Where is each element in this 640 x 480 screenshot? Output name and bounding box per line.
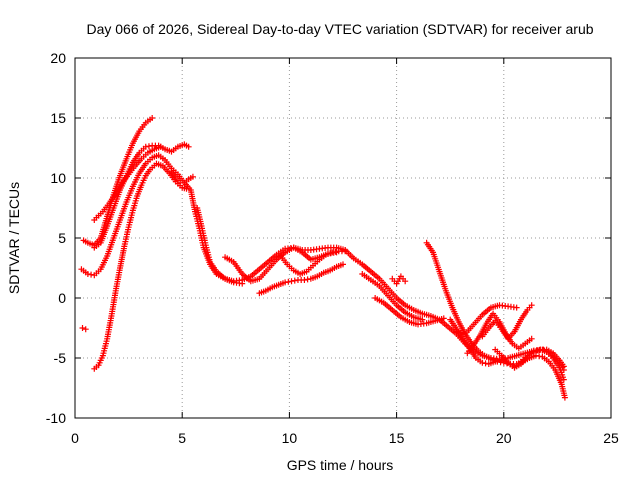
data-point — [82, 326, 89, 333]
x-tick-label: 25 — [603, 430, 619, 446]
y-tick-label: 10 — [50, 170, 66, 186]
data-point — [513, 304, 520, 311]
series-track-3 — [91, 143, 164, 223]
data-point — [419, 316, 426, 323]
x-tick-labels: 0 5 10 15 20 25 — [71, 430, 619, 446]
x-tick-label: 0 — [71, 430, 79, 446]
data-point — [183, 185, 190, 192]
data-point — [402, 278, 409, 285]
data-point — [440, 315, 447, 322]
data-point — [561, 394, 568, 401]
series-track-6 — [168, 169, 196, 186]
data-point — [157, 143, 164, 150]
y-tick-labels: -10 -5 0 5 10 15 20 — [46, 50, 66, 426]
series-track-14 — [372, 295, 447, 328]
series-track-15 — [389, 273, 409, 287]
data-point — [528, 302, 535, 309]
series-track-21 — [492, 346, 567, 371]
data-point — [560, 376, 567, 383]
data-point — [528, 335, 535, 342]
data-point — [185, 143, 192, 150]
y-tick-label: -10 — [46, 410, 66, 426]
x-tick-label: 10 — [282, 430, 298, 446]
x-tick-label: 5 — [178, 430, 186, 446]
x-tick-label: 15 — [389, 430, 405, 446]
series-track-11 — [277, 248, 349, 277]
series-track-20 — [479, 302, 535, 342]
data-point — [149, 115, 156, 121]
series-track-10 — [256, 261, 346, 297]
y-tick-label: 15 — [50, 110, 66, 126]
y-tick-label: 0 — [58, 290, 66, 306]
series-track-7 — [79, 325, 89, 333]
axis-ticks — [74, 57, 612, 419]
y-tick-label: -5 — [54, 350, 67, 366]
data-point — [560, 363, 567, 370]
data-point — [79, 325, 86, 331]
data-series — [78, 115, 568, 401]
chart-title: Day 066 of 2026, Sidereal Day-to-day VTE… — [86, 21, 593, 37]
x-tick-label: 20 — [496, 430, 512, 446]
data-point — [340, 261, 346, 268]
y-tick-label: 20 — [50, 50, 66, 66]
y-axis-label: SDTVAR / TECUs — [6, 182, 22, 294]
series-track-5 — [91, 160, 190, 372]
series-track-18 — [453, 302, 520, 337]
y-tick-label: 5 — [58, 230, 66, 246]
data-point — [189, 173, 196, 180]
series-track-1 — [80, 115, 156, 249]
x-axis-label: GPS time / hours — [287, 457, 394, 473]
series-track-12 — [342, 247, 567, 373]
series-track-13 — [359, 271, 426, 323]
